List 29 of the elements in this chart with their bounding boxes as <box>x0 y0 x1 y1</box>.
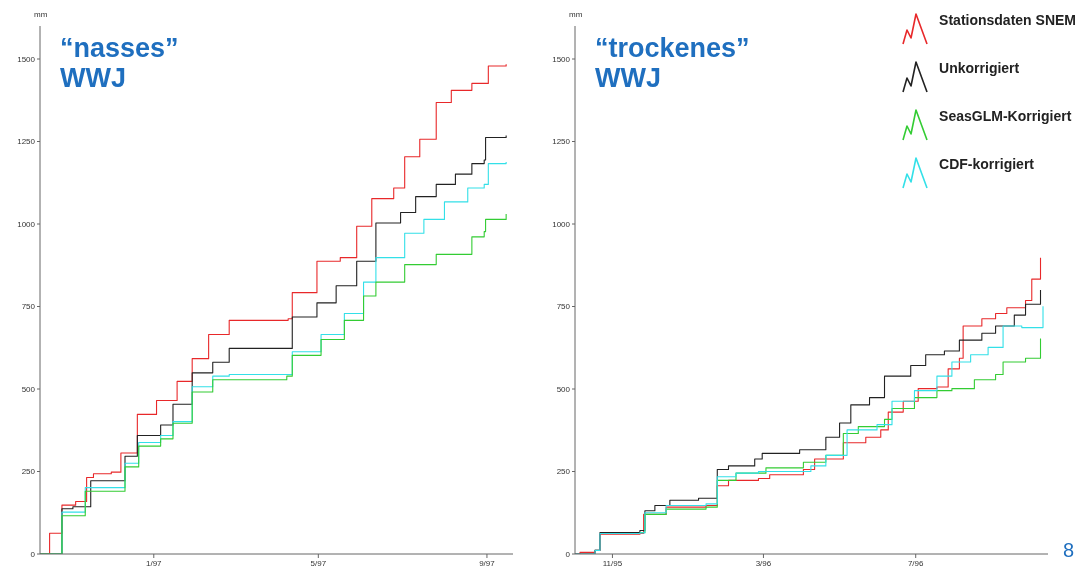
text: “trockenes” WWJ <box>595 33 750 94</box>
y-tick-label: 750 <box>556 302 571 312</box>
y-tick-label: 0 <box>30 549 36 559</box>
x-tick-label: 5/97 <box>310 558 327 568</box>
y-tick-label: 250 <box>556 467 571 477</box>
y-tick-label: 1000 <box>552 219 571 229</box>
text: “nasses” WWJ <box>60 33 179 94</box>
legend-label: Unkorrigiert <box>939 59 1020 76</box>
x-tick-label: 11/95 <box>602 558 623 568</box>
y-tick-label: 1250 <box>552 137 571 147</box>
x-tick-label: 9/97 <box>479 558 496 568</box>
y-tick-label: 1500 <box>17 54 36 64</box>
y-tick-label: 250 <box>21 467 36 477</box>
x-tick-label: 7/96 <box>907 558 925 568</box>
legend-label: CDF-korrigiert <box>939 155 1034 172</box>
x-tick-label: 3/96 <box>755 558 772 568</box>
y-axis-title: mm <box>34 10 48 19</box>
legend-label: SeasGLM-Korrigiert <box>939 107 1072 124</box>
y-tick-label: 750 <box>21 302 36 312</box>
text: 8 <box>1062 539 1074 562</box>
legend-label: Stationsdaten SNEM <box>939 11 1076 28</box>
y-tick-label: 500 <box>21 384 36 394</box>
y-tick-label: 500 <box>556 384 571 394</box>
y-tick-label: 1000 <box>17 219 36 229</box>
x-tick-label: 1/97 <box>146 558 163 568</box>
y-tick-label: 0 <box>565 549 571 559</box>
y-tick-label: 1500 <box>552 54 571 64</box>
y-axis-title: mm <box>569 10 583 19</box>
y-tick-label: 1250 <box>17 137 36 147</box>
